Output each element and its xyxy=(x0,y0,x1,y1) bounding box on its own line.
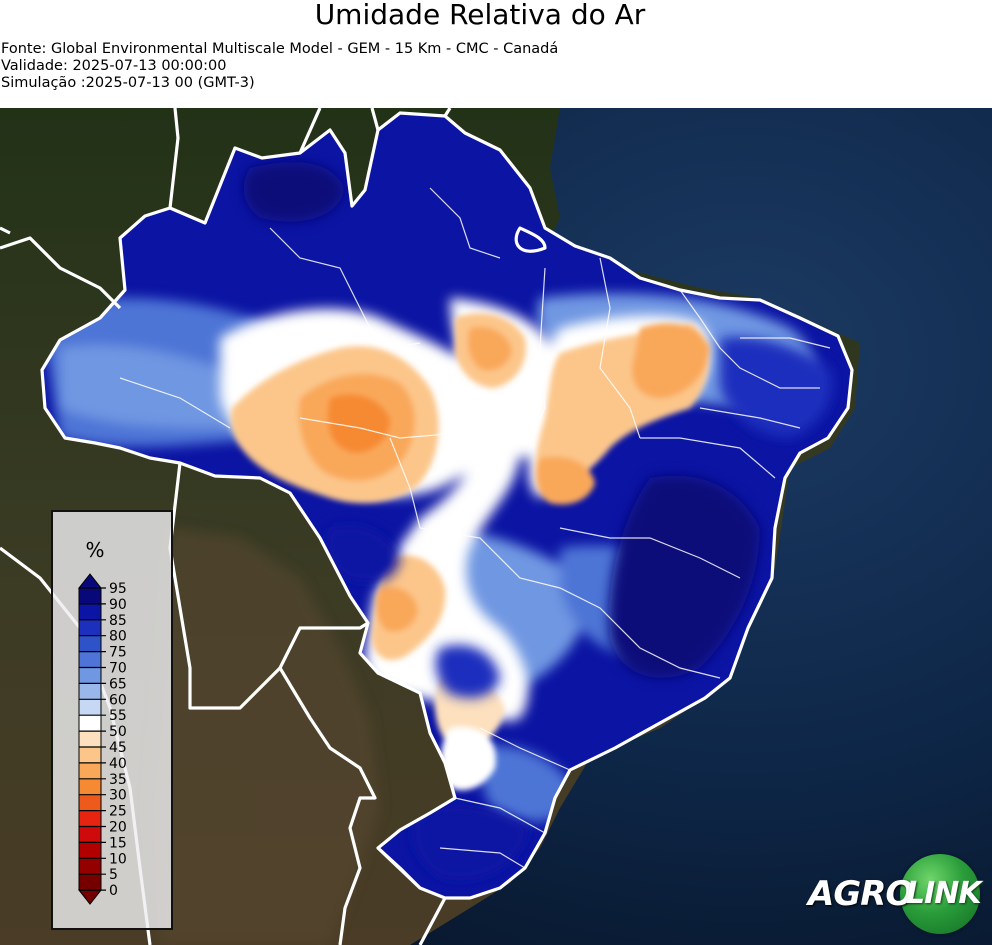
legend-tick-label: 40 xyxy=(109,756,127,772)
legend-tick-label: 5 xyxy=(109,867,118,883)
legend-color-step xyxy=(79,715,101,732)
logo-text-link: LINK xyxy=(906,876,982,911)
legend-color-step xyxy=(79,842,101,859)
legend-color-step xyxy=(79,603,101,621)
legend-color-step xyxy=(79,699,101,716)
legend-color-step xyxy=(79,651,101,668)
legend-tick-label: 15 xyxy=(109,835,127,851)
legend-tick-label: 20 xyxy=(109,820,127,836)
legend-color-step xyxy=(79,794,101,811)
legend-color-step xyxy=(79,762,101,780)
legend-color-step xyxy=(79,619,101,637)
state-borders xyxy=(119,187,831,869)
source-line: Fonte: Global Environmental Multiscale M… xyxy=(1,41,559,57)
legend-tick-label: 35 xyxy=(109,772,127,788)
humidity-map xyxy=(0,108,992,945)
legend-tick-label: 85 xyxy=(109,613,127,629)
logo-text-agro: AGRO xyxy=(808,874,914,914)
legend-tick-label: 70 xyxy=(109,661,127,677)
legend-tick-label: 90 xyxy=(109,597,127,613)
legend-tick-label: 10 xyxy=(109,851,127,867)
legend-color-step xyxy=(79,588,101,605)
legend-color-step xyxy=(79,778,101,796)
legend-color-step xyxy=(79,858,101,875)
legend-color-step xyxy=(79,874,101,891)
simulation-line: Simulação :2025-07-13 00 (GMT-3) xyxy=(1,75,255,91)
legend-extend-bottom xyxy=(77,889,103,905)
legend-tick-label: 30 xyxy=(109,788,127,804)
legend-tick-label: 75 xyxy=(109,645,127,661)
color-legend: % 95 90 85 80 75 70 65 60 55 50 45 40 35 30 25 20 15 10 5 0 xyxy=(51,510,173,930)
legend-color-step xyxy=(79,826,101,843)
legend-unit: % xyxy=(85,538,105,562)
legend-color-step xyxy=(79,810,101,827)
legend-tick-label: 80 xyxy=(109,629,127,645)
map-title: Umidade Relativa do Ar xyxy=(314,0,646,31)
legend-tick-label: 25 xyxy=(109,804,127,820)
legend-color-step xyxy=(79,667,101,684)
map-canvas xyxy=(0,108,992,945)
legend-color-step xyxy=(79,635,101,652)
legend-extend-top xyxy=(77,573,103,589)
legend-color-step xyxy=(79,731,101,748)
legend-color-step xyxy=(79,747,101,764)
legend-tick-label: 0 xyxy=(109,883,118,899)
validity-line: Validade: 2025-07-13 00:00:00 xyxy=(1,58,227,74)
legend-tick-label: 50 xyxy=(109,724,127,740)
legend-tick-label: 65 xyxy=(109,676,127,692)
agrolink-logo: AGRO LINK xyxy=(806,852,984,936)
legend-tick-label: 60 xyxy=(109,692,127,708)
logo-circle xyxy=(900,854,980,934)
legend-tick-label: 45 xyxy=(109,740,127,756)
legend-color-step xyxy=(79,683,101,700)
legend-tick-label: 55 xyxy=(109,708,127,724)
legend-tick-label: 95 xyxy=(109,581,127,597)
dry-land-texture xyxy=(150,528,380,945)
